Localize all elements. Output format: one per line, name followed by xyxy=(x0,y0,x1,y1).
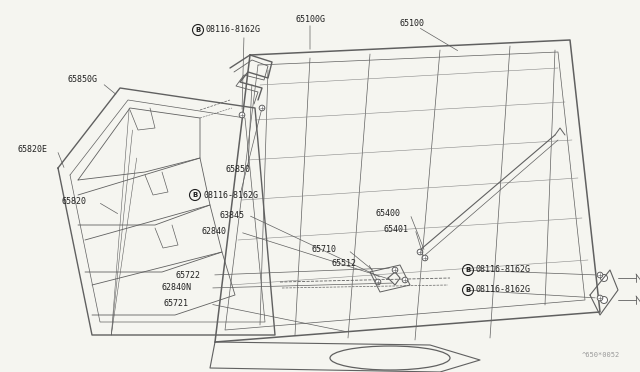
Circle shape xyxy=(600,296,607,304)
Text: 65100G: 65100G xyxy=(295,16,325,25)
Text: 65401: 65401 xyxy=(383,224,408,234)
Text: 65100: 65100 xyxy=(400,19,425,29)
Circle shape xyxy=(417,249,423,255)
Text: 65820: 65820 xyxy=(62,198,87,206)
Text: 65722: 65722 xyxy=(175,270,200,279)
Text: 65710: 65710 xyxy=(312,246,337,254)
Text: B: B xyxy=(465,267,470,273)
Text: 65400: 65400 xyxy=(375,209,400,218)
Circle shape xyxy=(239,112,245,118)
Text: 65721: 65721 xyxy=(163,299,188,308)
Circle shape xyxy=(597,295,603,301)
Text: 62840: 62840 xyxy=(202,228,227,237)
Text: B: B xyxy=(195,27,200,33)
Circle shape xyxy=(422,255,428,261)
Text: 65512: 65512 xyxy=(332,259,357,267)
Text: 08116-8162G: 08116-8162G xyxy=(203,190,258,199)
Circle shape xyxy=(392,267,398,273)
Text: B: B xyxy=(465,287,470,293)
Text: 08116-8162G: 08116-8162G xyxy=(476,285,531,295)
Text: 65820E: 65820E xyxy=(18,145,48,154)
Text: 65850: 65850 xyxy=(225,166,250,174)
Circle shape xyxy=(375,279,381,285)
Text: ^650*0052: ^650*0052 xyxy=(582,352,620,358)
Text: 65850G: 65850G xyxy=(68,76,98,84)
Circle shape xyxy=(600,275,607,282)
Text: 62840N: 62840N xyxy=(162,283,192,292)
Circle shape xyxy=(597,272,603,278)
Text: 08116-8162G: 08116-8162G xyxy=(476,266,531,275)
Text: B: B xyxy=(193,192,198,198)
Text: 63845: 63845 xyxy=(220,211,245,219)
Circle shape xyxy=(402,277,408,283)
Text: 08116-8162G: 08116-8162G xyxy=(206,26,261,35)
Circle shape xyxy=(259,105,265,111)
